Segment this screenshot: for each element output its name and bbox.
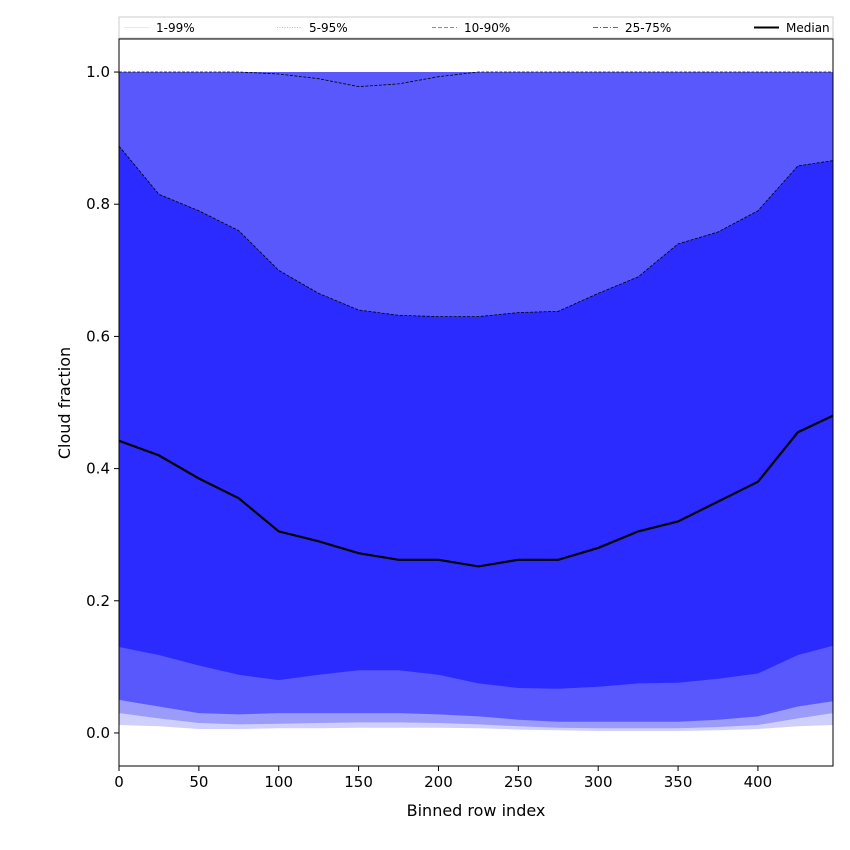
y-tick-label: 0.8 xyxy=(86,195,110,213)
legend-label-5-95%: 5-95% xyxy=(309,21,348,35)
axes-frame xyxy=(118,38,834,767)
legend-label-10-90%: 10-90% xyxy=(464,21,510,35)
x-tick-label: 100 xyxy=(264,773,293,791)
y-tick-label: 0.4 xyxy=(86,460,110,478)
y-axis-title: Cloud fraction xyxy=(55,347,74,459)
y-tick-label: 0.0 xyxy=(86,724,110,742)
legend-label-1-99%: 1-99% xyxy=(156,21,195,35)
x-tick-label: 400 xyxy=(744,773,773,791)
legend: 1-99% 5-95% 10-90% 25-75% Median xyxy=(118,16,834,39)
y-axis: 0.0 0.2 0.4 0.6 0.8 1.0 xyxy=(86,63,119,742)
legend-label-25-75%: 25-75% xyxy=(625,21,671,35)
band-25-75-upper-edge xyxy=(119,145,833,317)
plot-area xyxy=(118,38,834,767)
y-tick-label: 0.6 xyxy=(86,327,110,345)
y-tick-label: 1.0 xyxy=(86,63,110,81)
x-tick-label: 350 xyxy=(664,773,693,791)
x-tick-label: 250 xyxy=(504,773,533,791)
x-tick-label: 300 xyxy=(584,773,613,791)
x-tick-label: 50 xyxy=(189,773,208,791)
legend-label-Median: Median xyxy=(786,21,830,35)
x-tick-label: 150 xyxy=(344,773,373,791)
x-tick-label: 200 xyxy=(424,773,453,791)
x-axis: 0 50 100 150 200 250 300 350 400 xyxy=(114,766,772,791)
band-25-75% xyxy=(119,146,833,689)
x-axis-title: Binned row index xyxy=(407,801,546,820)
band-5-95-upper-edge xyxy=(119,71,833,88)
y-tick-label: 0.2 xyxy=(86,592,110,610)
legend-box xyxy=(118,16,834,39)
median-line xyxy=(119,414,833,568)
x-tick-label: 0 xyxy=(114,773,124,791)
